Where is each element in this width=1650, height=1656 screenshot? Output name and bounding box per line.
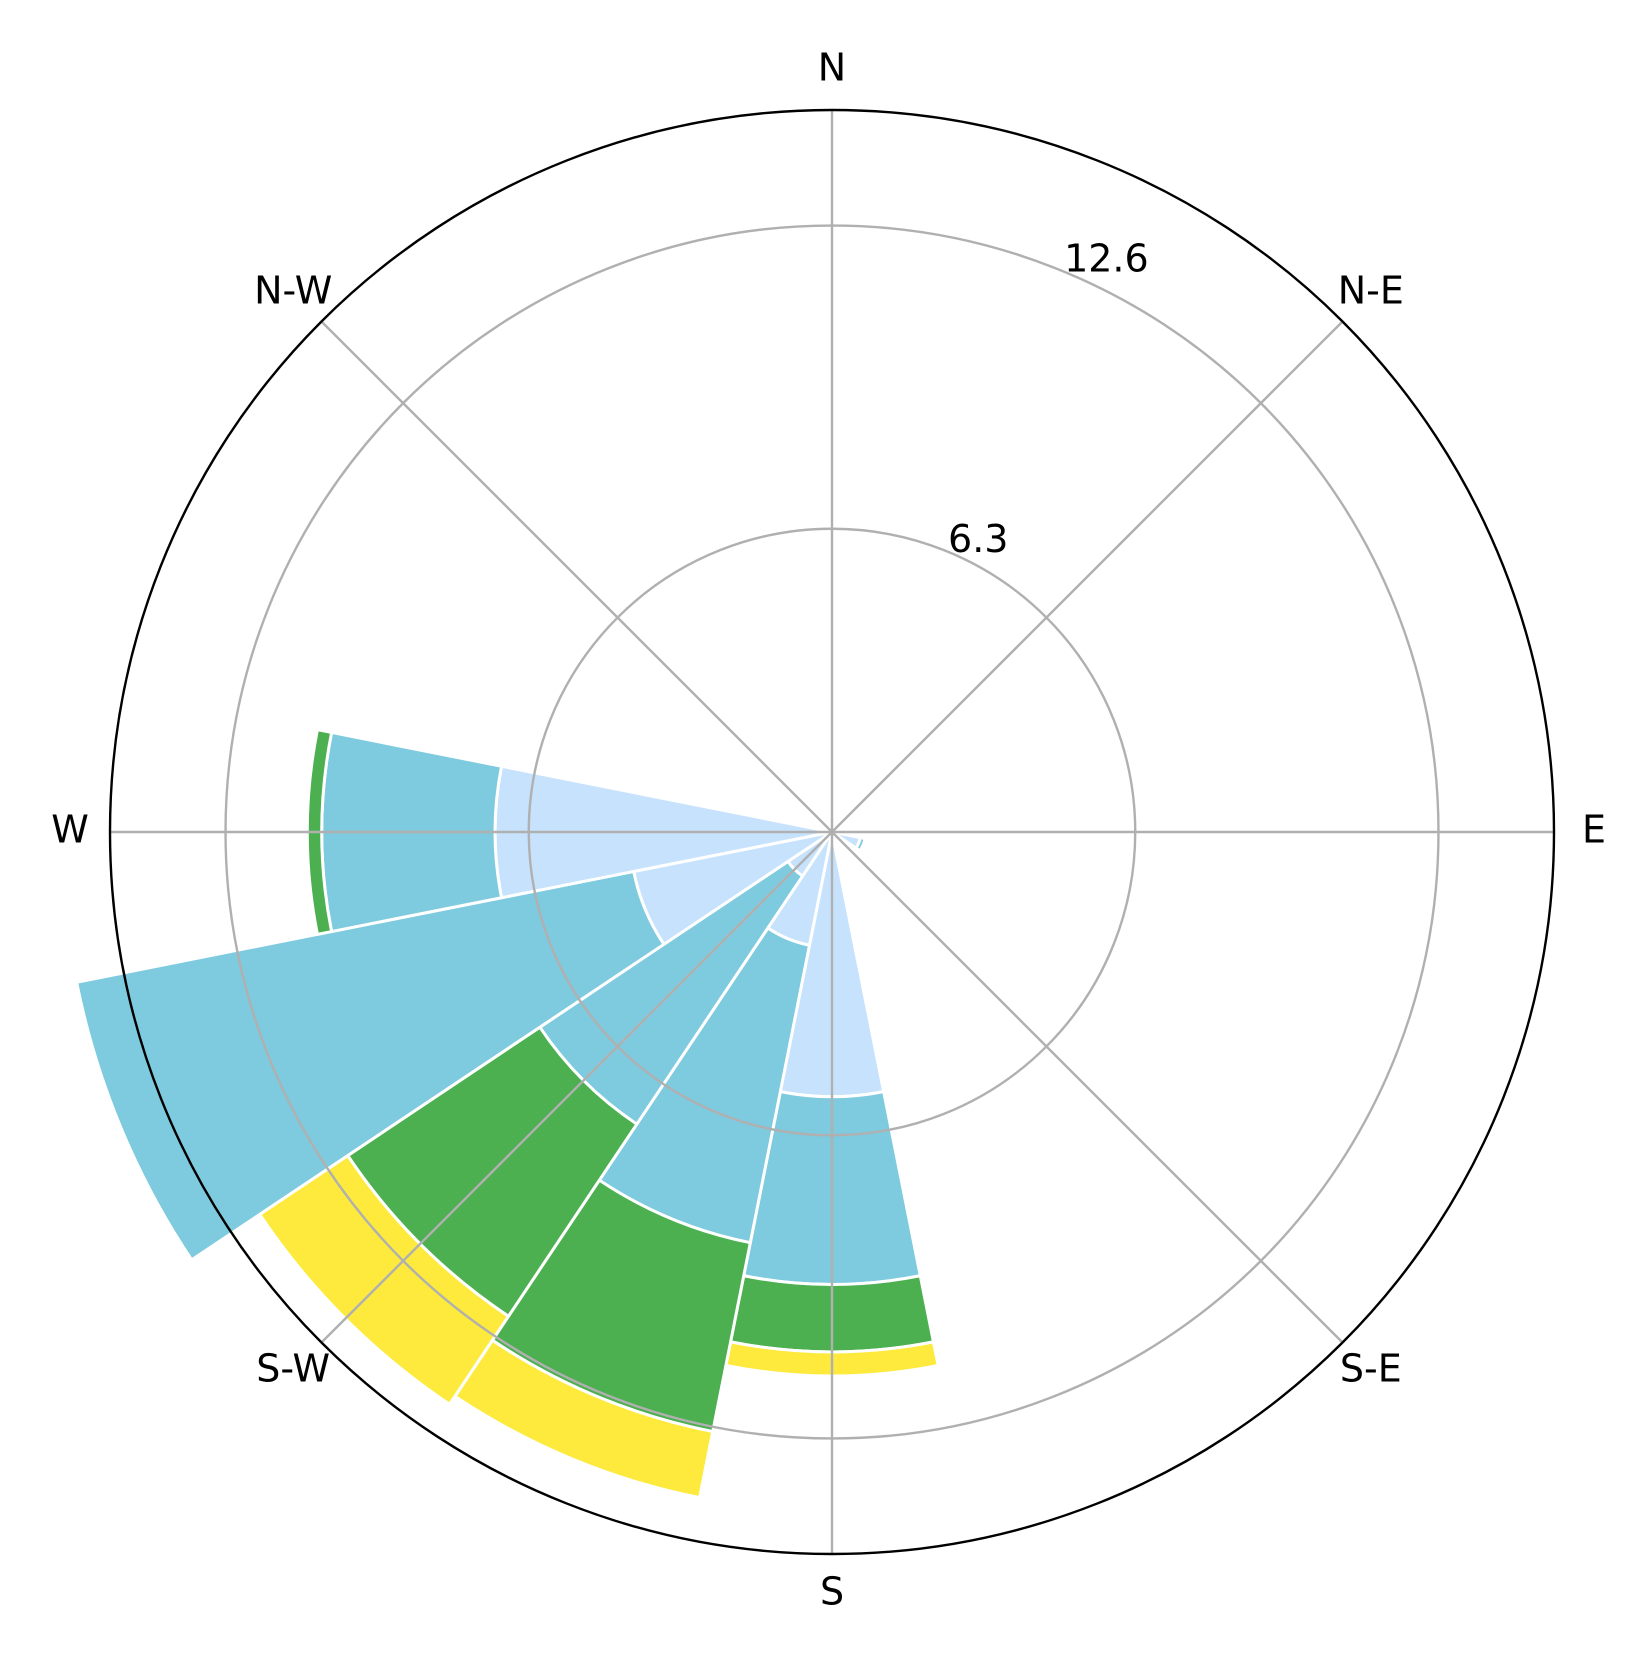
direction-label-e: E bbox=[1582, 808, 1606, 852]
ring-label-inner: 6.3 bbox=[948, 517, 1008, 561]
direction-label-ne: N-E bbox=[1338, 269, 1404, 313]
grid-spoke-3 bbox=[320, 320, 1344, 1344]
direction-label-nw: N-W bbox=[254, 269, 332, 313]
grid-layer bbox=[110, 110, 1554, 1554]
sector-0-bin-1 bbox=[854, 836, 867, 853]
sector-layer bbox=[75, 728, 940, 1500]
ring-label-outer: 12.6 bbox=[1064, 237, 1149, 281]
label-layer: N N-E E S-E S S-W W N-W 6.3 12.6 bbox=[51, 46, 1606, 1614]
outer-frame bbox=[108, 108, 1556, 1556]
direction-label-w: W bbox=[51, 808, 89, 852]
direction-label-s: S bbox=[820, 1570, 844, 1614]
direction-label-se: S-E bbox=[1340, 1346, 1402, 1390]
sector-4-bin-1 bbox=[75, 869, 666, 1262]
direction-label-n: N bbox=[818, 46, 846, 90]
direction-label-sw: S-W bbox=[256, 1346, 330, 1390]
